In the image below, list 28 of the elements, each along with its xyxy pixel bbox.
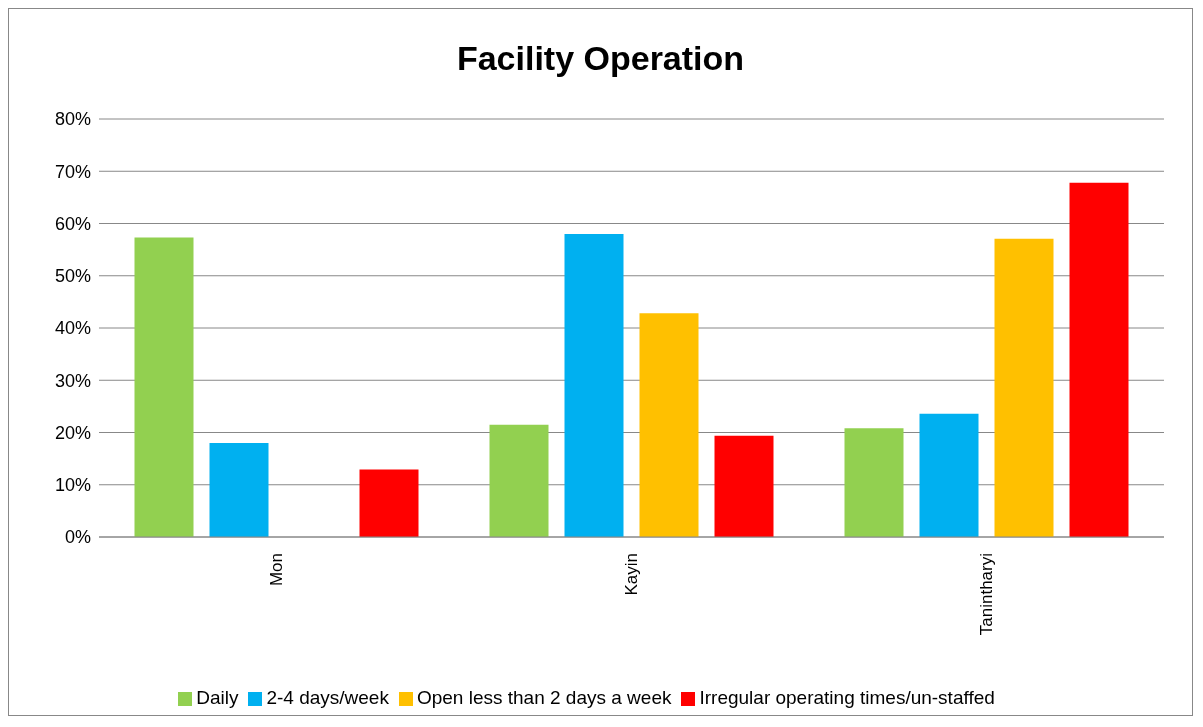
legend-label: Open less than 2 days a week (416, 687, 672, 708)
y-tick-label: 10% (54, 475, 91, 496)
x-tick-label: Mon (267, 553, 286, 587)
bar (564, 233, 624, 537)
y-tick-label: 50% (54, 266, 91, 287)
bar (919, 413, 979, 537)
y-tick-label: 40% (54, 318, 91, 339)
y-tick-label: 60% (54, 213, 91, 234)
legend-label: Irregular operating times/un-staffed (699, 687, 995, 708)
bar (844, 428, 904, 537)
y-tick-label: 30% (54, 370, 91, 391)
bar (714, 435, 774, 537)
legend-label: Daily (196, 687, 239, 708)
bar (359, 469, 419, 537)
bar (489, 424, 549, 537)
chart-title: Facility Operation (455, 38, 746, 79)
legend-label: 2-4 days/week (266, 687, 389, 708)
x-tick-label: Tanintharyi (977, 553, 996, 636)
bar (639, 313, 699, 537)
y-tick-label: 80% (54, 109, 91, 130)
bar (1069, 182, 1129, 537)
y-tick-label: 70% (54, 161, 91, 182)
bar (134, 237, 194, 537)
x-tick-label: Kayin (622, 553, 641, 596)
bar (209, 442, 269, 537)
y-tick-label: 20% (54, 422, 91, 443)
bar (994, 238, 1054, 537)
y-tick-label: 0% (64, 527, 91, 548)
